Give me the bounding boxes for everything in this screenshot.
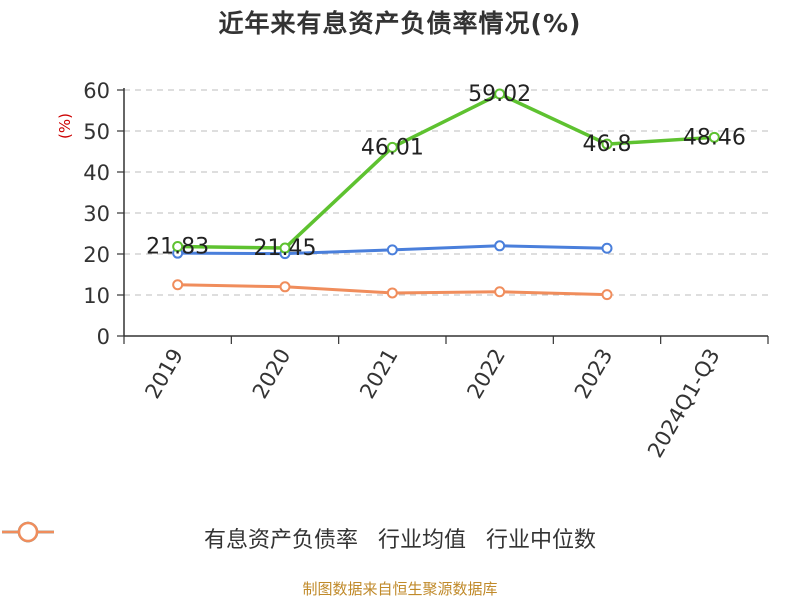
legend-label: 有息资产负债率 (203, 528, 358, 553)
legend-item-industry-mean[interactable]: 行业均值 (2, 521, 466, 554)
y-tick-label: 50 (83, 120, 110, 144)
data-point (279, 242, 291, 254)
series-line (177, 92, 715, 250)
x-tick-label: 2020 (248, 345, 296, 403)
data-point (172, 279, 184, 291)
data-point (494, 286, 506, 298)
data-point (601, 242, 613, 254)
data-point (386, 244, 398, 256)
legend-label: 行业均值 (377, 528, 466, 553)
data-point (601, 289, 613, 301)
legend: 有息资产负债率 行业均值 行业中位数 (0, 520, 800, 556)
legend-marker-orange-icon (2, 521, 54, 543)
data-point (172, 240, 184, 252)
data-point (708, 131, 720, 143)
legend-label: 行业中位数 (486, 528, 597, 553)
chart-title: 近年来有息资产负债率情况(%) (218, 9, 582, 38)
legend-item-interest-bearing-debt-ratio[interactable]: 有息资产负债率 (2, 521, 358, 554)
data-point (494, 88, 506, 100)
data-source-note: 制图数据来自恒生聚源数据库 (302, 580, 498, 598)
x-tick-label: 2022 (462, 344, 510, 402)
x-tick-label: 2021 (355, 345, 403, 403)
data-point (386, 141, 398, 153)
data-label: 46.01 (361, 135, 424, 160)
data-point (494, 240, 506, 252)
y-tick-label: 0 (97, 325, 110, 349)
y-tick-label: 60 (83, 79, 110, 103)
y-tick-label: 10 (83, 284, 110, 308)
y-tick-label: 30 (83, 202, 110, 226)
y-axis-label: (%) (56, 113, 74, 139)
x-tick-label: 2019 (140, 345, 188, 403)
data-label: 46.8 (583, 132, 632, 157)
y-tick-label: 20 (83, 243, 110, 267)
data-point (601, 138, 613, 150)
x-tick-label: 2023 (570, 345, 618, 403)
data-label: 48.46 (683, 125, 746, 150)
data-label: 59.02 (468, 82, 531, 107)
legend-item-industry-median[interactable]: 行业中位数 (2, 521, 597, 554)
x-tick-label: 2024Q1-Q3 (643, 345, 725, 462)
y-tick-label: 40 (83, 161, 110, 185)
data-point (279, 281, 291, 293)
data-point (386, 287, 398, 299)
data-label: 21.83 (146, 234, 209, 259)
data-label: 21.45 (254, 236, 317, 261)
